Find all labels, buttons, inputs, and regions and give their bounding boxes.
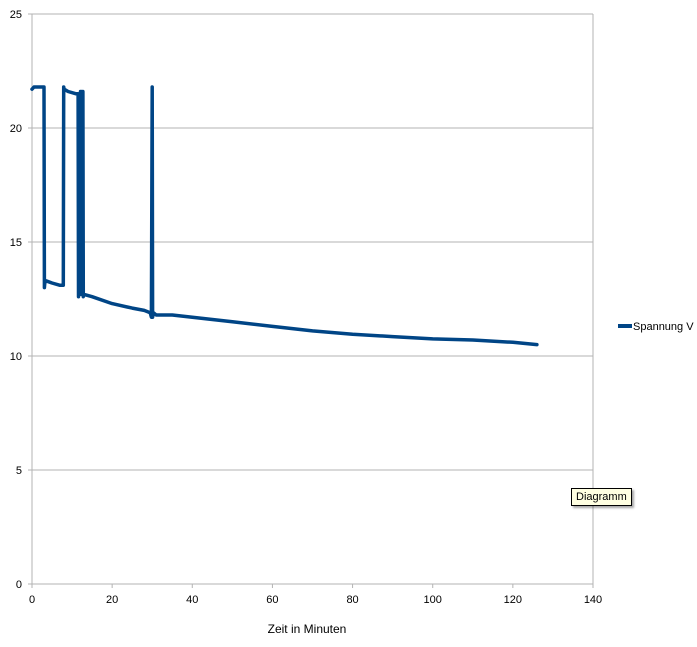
chart-tooltip: Diagramm	[571, 488, 632, 506]
y-tick-label: 5	[16, 465, 22, 477]
tick-labels: 0 5 10 15 20 25 0 20 40 60 80 100 120 140	[10, 9, 602, 606]
y-tick-label: 0	[16, 579, 22, 591]
x-tick-label: 0	[29, 594, 35, 606]
x-tick-label: 40	[186, 594, 198, 606]
legend-label-spannung: Spannung V	[633, 321, 694, 333]
y-tick-label: 10	[10, 351, 22, 363]
series-line-0	[30, 85, 539, 347]
y-tick-label: 15	[10, 237, 22, 249]
x-tick-label: 60	[266, 594, 278, 606]
x-tick-label: 100	[424, 594, 442, 606]
series-layer	[30, 85, 539, 347]
x-axis-title: Zeit in Minuten	[268, 622, 347, 636]
x-tick-label: 120	[504, 594, 522, 606]
y-tick-label: 25	[10, 9, 22, 21]
x-tick-label: 140	[584, 594, 602, 606]
x-tick-label: 20	[106, 594, 118, 606]
y-tick-label: 20	[10, 123, 22, 135]
legend: Spannung V	[618, 321, 694, 333]
x-tick-label: 80	[346, 594, 358, 606]
axes	[28, 13, 594, 588]
grid-lines	[32, 13, 593, 471]
